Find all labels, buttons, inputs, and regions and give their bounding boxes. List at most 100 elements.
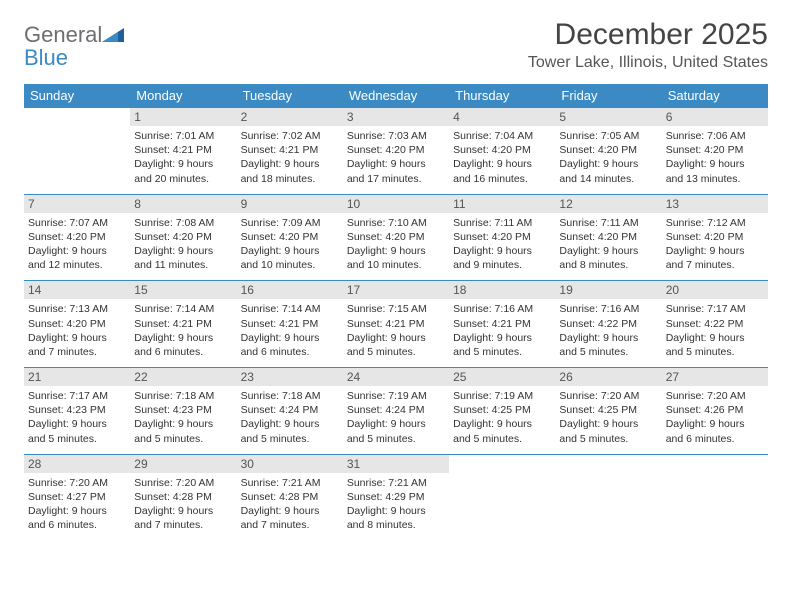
week-row: 7Sunrise: 7:07 AMSunset: 4:20 PMDaylight… [24, 194, 768, 281]
week-row: 28Sunrise: 7:20 AMSunset: 4:27 PMDayligh… [24, 454, 768, 541]
sunset-text: Sunset: 4:25 PM [559, 403, 657, 417]
day-content: 6Sunrise: 7:06 AMSunset: 4:20 PMDaylight… [662, 107, 768, 194]
sunset-text: Sunset: 4:21 PM [134, 317, 232, 331]
daylight-line2: and 6 minutes. [241, 345, 339, 359]
sunset-text: Sunset: 4:21 PM [241, 143, 339, 157]
daylight-line1: Daylight: 9 hours [453, 417, 551, 431]
day-info: Sunrise: 7:14 AMSunset: 4:21 PMDaylight:… [241, 302, 339, 359]
day-cell: 14Sunrise: 7:13 AMSunset: 4:20 PMDayligh… [24, 280, 130, 367]
day-cell: 5Sunrise: 7:05 AMSunset: 4:20 PMDaylight… [555, 107, 661, 194]
day-info: Sunrise: 7:16 AMSunset: 4:22 PMDaylight:… [559, 302, 657, 359]
daylight-line2: and 5 minutes. [28, 432, 126, 446]
sunset-text: Sunset: 4:27 PM [28, 490, 126, 504]
day-info: Sunrise: 7:01 AMSunset: 4:21 PMDaylight:… [134, 129, 232, 186]
day-cell: 29Sunrise: 7:20 AMSunset: 4:28 PMDayligh… [130, 454, 236, 541]
day-header: Sunday [24, 84, 130, 107]
sunrise-text: Sunrise: 7:20 AM [559, 389, 657, 403]
calendar-page: General Blue December 2025 Tower Lake, I… [0, 0, 792, 612]
day-number: 13 [662, 195, 768, 213]
day-content: 3Sunrise: 7:03 AMSunset: 4:20 PMDaylight… [343, 107, 449, 194]
sunrise-text: Sunrise: 7:16 AM [559, 302, 657, 316]
day-info: Sunrise: 7:18 AMSunset: 4:24 PMDaylight:… [241, 389, 339, 446]
day-number: 9 [237, 195, 343, 213]
day-number: 23 [237, 368, 343, 386]
day-content: 28Sunrise: 7:20 AMSunset: 4:27 PMDayligh… [24, 454, 130, 541]
day-number: 17 [343, 281, 449, 299]
day-number: 16 [237, 281, 343, 299]
sunrise-text: Sunrise: 7:19 AM [347, 389, 445, 403]
day-content: 17Sunrise: 7:15 AMSunset: 4:21 PMDayligh… [343, 280, 449, 367]
day-cell [662, 454, 768, 541]
sunset-text: Sunset: 4:21 PM [241, 317, 339, 331]
sunrise-text: Sunrise: 7:09 AM [241, 216, 339, 230]
day-number: 2 [237, 108, 343, 126]
daylight-line2: and 18 minutes. [241, 172, 339, 186]
daylight-line1: Daylight: 9 hours [134, 504, 232, 518]
day-cell: 19Sunrise: 7:16 AMSunset: 4:22 PMDayligh… [555, 280, 661, 367]
sunrise-text: Sunrise: 7:06 AM [666, 129, 764, 143]
sunset-text: Sunset: 4:21 PM [134, 143, 232, 157]
daylight-line1: Daylight: 9 hours [241, 244, 339, 258]
sunset-text: Sunset: 4:23 PM [134, 403, 232, 417]
day-content: 5Sunrise: 7:05 AMSunset: 4:20 PMDaylight… [555, 107, 661, 194]
daylight-line1: Daylight: 9 hours [453, 331, 551, 345]
daylight-line1: Daylight: 9 hours [347, 504, 445, 518]
day-cell: 20Sunrise: 7:17 AMSunset: 4:22 PMDayligh… [662, 280, 768, 367]
empty-day [449, 454, 555, 532]
day-content: 31Sunrise: 7:21 AMSunset: 4:29 PMDayligh… [343, 454, 449, 541]
day-cell: 1 Sunrise: 7:01 AMSunset: 4:21 PMDaylight… [130, 107, 236, 194]
daylight-line2: and 5 minutes. [134, 432, 232, 446]
daylight-line1: Daylight: 9 hours [347, 244, 445, 258]
daylight-line1: Daylight: 9 hours [241, 417, 339, 431]
day-number: 6 [662, 108, 768, 126]
empty-day [662, 454, 768, 532]
sunrise-text: Sunrise: 7:17 AM [666, 302, 764, 316]
sunset-text: Sunset: 4:20 PM [559, 230, 657, 244]
day-content: 9Sunrise: 7:09 AMSunset: 4:20 PMDaylight… [237, 194, 343, 281]
title-block: December 2025 Tower Lake, Illinois, Unit… [528, 18, 768, 78]
daylight-line1: Daylight: 9 hours [559, 244, 657, 258]
sunset-text: Sunset: 4:20 PM [28, 317, 126, 331]
daylight-line1: Daylight: 9 hours [134, 244, 232, 258]
day-cell: 3Sunrise: 7:03 AMSunset: 4:20 PMDaylight… [343, 107, 449, 194]
daylight-line2: and 8 minutes. [347, 518, 445, 532]
sunrise-text: Sunrise: 7:18 AM [134, 389, 232, 403]
daylight-line1: Daylight: 9 hours [28, 417, 126, 431]
sunset-text: Sunset: 4:20 PM [453, 143, 551, 157]
day-number: 1 [130, 108, 236, 126]
day-info: Sunrise: 7:21 AMSunset: 4:28 PMDaylight:… [241, 476, 339, 533]
day-content: 19Sunrise: 7:16 AMSunset: 4:22 PMDayligh… [555, 280, 661, 367]
day-cell: 12Sunrise: 7:11 AMSunset: 4:20 PMDayligh… [555, 194, 661, 281]
day-cell [449, 454, 555, 541]
daylight-line1: Daylight: 9 hours [241, 331, 339, 345]
week-row: 1 Sunrise: 7:01 AMSunset: 4:21 PMDaylight… [24, 107, 768, 194]
sunset-text: Sunset: 4:20 PM [666, 230, 764, 244]
day-cell [555, 454, 661, 541]
day-cell [24, 107, 130, 194]
brand-logo: General Blue [24, 18, 124, 70]
logo-word-general: General [24, 22, 102, 47]
sunrise-text: Sunrise: 7:05 AM [559, 129, 657, 143]
day-content: 25Sunrise: 7:19 AMSunset: 4:25 PMDayligh… [449, 367, 555, 454]
day-info: Sunrise: 7:11 AMSunset: 4:20 PMDaylight:… [453, 216, 551, 273]
sunset-text: Sunset: 4:20 PM [559, 143, 657, 157]
sunset-text: Sunset: 4:20 PM [134, 230, 232, 244]
day-cell: 4Sunrise: 7:04 AMSunset: 4:20 PMDaylight… [449, 107, 555, 194]
sunrise-text: Sunrise: 7:03 AM [347, 129, 445, 143]
day-number: 10 [343, 195, 449, 213]
daylight-line2: and 5 minutes. [347, 432, 445, 446]
sunrise-text: Sunrise: 7:14 AM [241, 302, 339, 316]
sunrise-text: Sunrise: 7:08 AM [134, 216, 232, 230]
sunset-text: Sunset: 4:23 PM [28, 403, 126, 417]
daylight-line2: and 5 minutes. [559, 432, 657, 446]
daylight-line1: Daylight: 9 hours [559, 417, 657, 431]
day-cell: 30Sunrise: 7:21 AMSunset: 4:28 PMDayligh… [237, 454, 343, 541]
day-info: Sunrise: 7:21 AMSunset: 4:29 PMDaylight:… [347, 476, 445, 533]
day-header: Monday [130, 84, 236, 107]
day-content: 12Sunrise: 7:11 AMSunset: 4:20 PMDayligh… [555, 194, 661, 281]
daylight-line1: Daylight: 9 hours [559, 331, 657, 345]
sunset-text: Sunset: 4:20 PM [347, 143, 445, 157]
day-content: 13Sunrise: 7:12 AMSunset: 4:20 PMDayligh… [662, 194, 768, 281]
day-number: 27 [662, 368, 768, 386]
daylight-line2: and 5 minutes. [666, 345, 764, 359]
